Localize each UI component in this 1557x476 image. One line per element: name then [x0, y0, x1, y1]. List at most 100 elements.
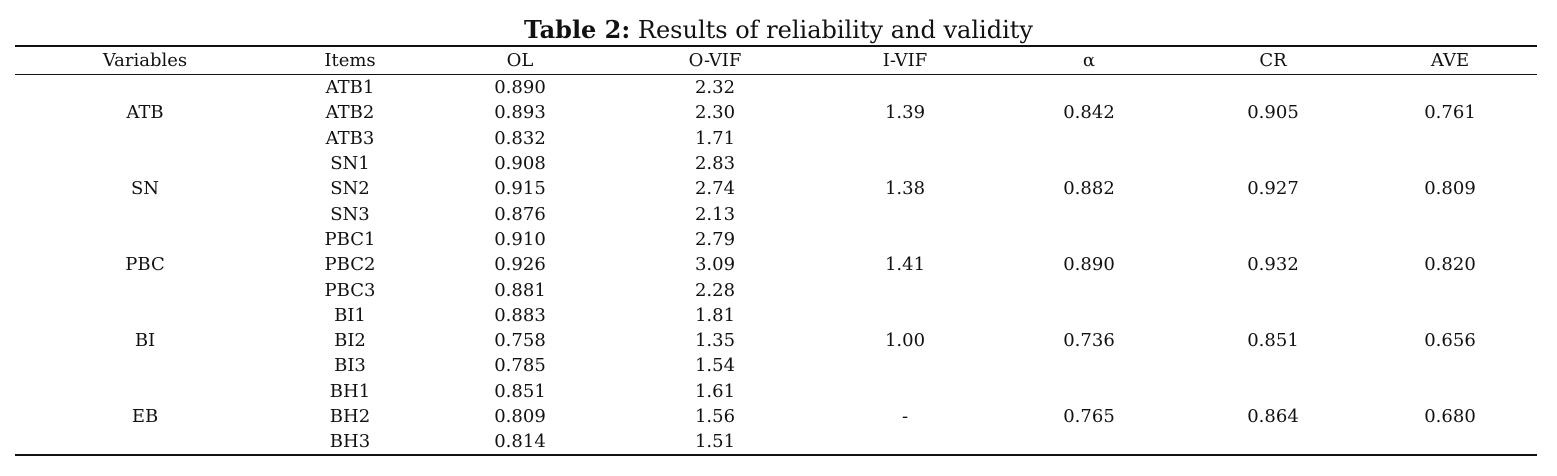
ol-cell: 0.883	[494, 304, 546, 326]
ol-cell: 0.893	[494, 102, 546, 124]
table-row: BI2 0.758 1.35	[15, 328, 1537, 353]
o-vif-cell: 1.61	[694, 380, 736, 402]
table-row: PBC3 0.881 2.28	[15, 277, 1537, 302]
o-vif-cell: 1.71	[694, 127, 736, 149]
o-vif-cell: 2.83	[694, 153, 736, 175]
ol-cell: 0.926	[494, 254, 546, 276]
header-ave: AVE	[1430, 50, 1470, 71]
i-vif-cell: 1.39	[884, 102, 926, 124]
item-cell: PBC1	[324, 228, 376, 250]
ol-cell: 0.910	[494, 228, 546, 250]
i-vif-cell: 1.41	[884, 254, 926, 276]
item-cell: BI1	[334, 304, 366, 326]
variable-cell: EB	[131, 406, 159, 427]
item-cell: SN3	[330, 203, 370, 225]
ave-cell: 0.680	[1424, 406, 1476, 427]
item-cell: BI2	[334, 330, 366, 352]
table-row: SN SN1 0.908 2.83 1.38 0.882 0.927 0.809	[15, 151, 1537, 199]
ave-cell: 0.656	[1424, 330, 1476, 352]
cr-cell: 0.932	[1247, 254, 1299, 276]
item-cell: SN1	[330, 153, 370, 175]
item-cell: BH1	[329, 380, 371, 402]
ol-cell: 0.814	[494, 431, 546, 453]
item-cell: SN2	[330, 178, 370, 200]
table-caption: Table 2: Results of reliability and vali…	[0, 14, 1557, 46]
cr-cell: 0.864	[1247, 406, 1299, 427]
item-cell: ATB3	[325, 127, 375, 149]
table-row: ATB3 0.832 1.71	[15, 126, 1537, 151]
table-row: ATB2 0.893 2.30	[15, 100, 1537, 125]
o-vif-cell: 1.56	[694, 406, 736, 427]
table-header: Variables Items OL O-VIF I-VIF α CR AVE	[15, 46, 1537, 75]
alpha-cell: 0.890	[1063, 254, 1115, 276]
ol-cell: 0.758	[494, 330, 546, 352]
table-row: PBC PBC1 0.910 2.79 1.41 0.890 0.932 0.8…	[15, 227, 1537, 275]
alpha-cell: 0.882	[1063, 178, 1115, 200]
o-vif-cell: 2.32	[694, 77, 736, 99]
header-ol: OL	[506, 50, 534, 71]
header-variables: Variables	[102, 50, 188, 71]
item-cell: BH3	[329, 431, 371, 453]
header-i-vif: I-VIF	[882, 50, 928, 71]
ol-cell: 0.832	[494, 127, 546, 149]
i-vif-cell: 1.38	[884, 178, 926, 200]
results-table: Variables Items OL O-VIF I-VIF α CR AVE …	[15, 45, 1537, 456]
table-row: PBC2 0.926 3.09	[15, 252, 1537, 277]
item-cell: PBC2	[324, 254, 376, 276]
alpha-cell: 0.765	[1063, 406, 1115, 427]
table-row: BI BI1 0.883 1.81 1.00 0.736 0.851 0.656	[15, 303, 1537, 351]
ol-cell: 0.890	[494, 77, 546, 99]
o-vif-cell: 2.30	[694, 102, 736, 124]
o-vif-cell: 2.79	[694, 228, 736, 250]
ol-cell: 0.908	[494, 153, 546, 175]
alpha-cell: 0.736	[1063, 330, 1115, 352]
table-row: ATB ATB1 0.890 2.32 1.39 0.842 0.905 0.7…	[15, 75, 1537, 123]
cr-cell: 0.927	[1247, 178, 1299, 200]
item-cell: ATB2	[325, 102, 375, 124]
table-caption-text: Results of reliability and validity	[637, 16, 1033, 44]
table-row: BH3 0.814 1.51	[15, 429, 1537, 456]
header-items: Items	[324, 50, 376, 71]
item-cell: BI3	[334, 355, 366, 377]
o-vif-cell: 1.54	[694, 355, 736, 377]
item-cell: ATB1	[325, 77, 375, 99]
o-vif-cell: 2.13	[694, 203, 736, 225]
variable-cell: BI	[134, 330, 156, 352]
variable-cell: ATB	[126, 102, 164, 124]
o-vif-cell: 1.35	[694, 330, 736, 352]
ol-cell: 0.785	[494, 355, 546, 377]
header-row: Variables Items OL O-VIF I-VIF α CR AVE	[15, 46, 1537, 75]
i-vif-cell: 1.00	[884, 330, 926, 352]
item-cell: BH2	[329, 406, 371, 427]
table-row: SN3 0.876 2.13	[15, 201, 1537, 226]
o-vif-cell: 2.28	[694, 279, 736, 301]
header-cr: CR	[1259, 50, 1287, 71]
ave-cell: 0.809	[1424, 178, 1476, 200]
o-vif-cell: 1.51	[694, 431, 736, 453]
ol-cell: 0.851	[494, 380, 546, 402]
ave-cell: 0.761	[1424, 102, 1476, 124]
ol-cell: 0.915	[494, 178, 546, 200]
o-vif-cell: 3.09	[694, 254, 736, 276]
ave-cell: 0.820	[1424, 254, 1476, 276]
o-vif-cell: 1.81	[694, 304, 736, 326]
variable-cell: SN	[130, 178, 160, 200]
ol-cell: 0.809	[494, 406, 546, 427]
header-o-vif: O-VIF	[688, 50, 742, 71]
table-body: ATB ATB1 0.890 2.32 1.39 0.842 0.905 0.7…	[15, 75, 1537, 456]
table-row: BI3 0.785 1.54	[15, 353, 1537, 378]
cr-cell: 0.905	[1247, 102, 1299, 124]
o-vif-cell: 2.74	[694, 178, 736, 200]
table-caption-label: Table 2:	[524, 15, 631, 44]
ol-cell: 0.876	[494, 203, 546, 225]
cr-cell: 0.851	[1247, 330, 1299, 352]
table-row: EB BH1 0.851 1.61 - 0.765 0.864 0.680	[15, 379, 1537, 427]
variable-cell: PBC	[125, 254, 165, 276]
table-row: SN2 0.915 2.74	[15, 176, 1537, 201]
i-vif-cell: -	[901, 406, 909, 427]
header-alpha: α	[1082, 50, 1096, 71]
table-row: BH2 0.809 1.56	[15, 404, 1537, 429]
ol-cell: 0.881	[494, 279, 546, 301]
item-cell: PBC3	[324, 279, 376, 301]
alpha-cell: 0.842	[1063, 102, 1115, 124]
